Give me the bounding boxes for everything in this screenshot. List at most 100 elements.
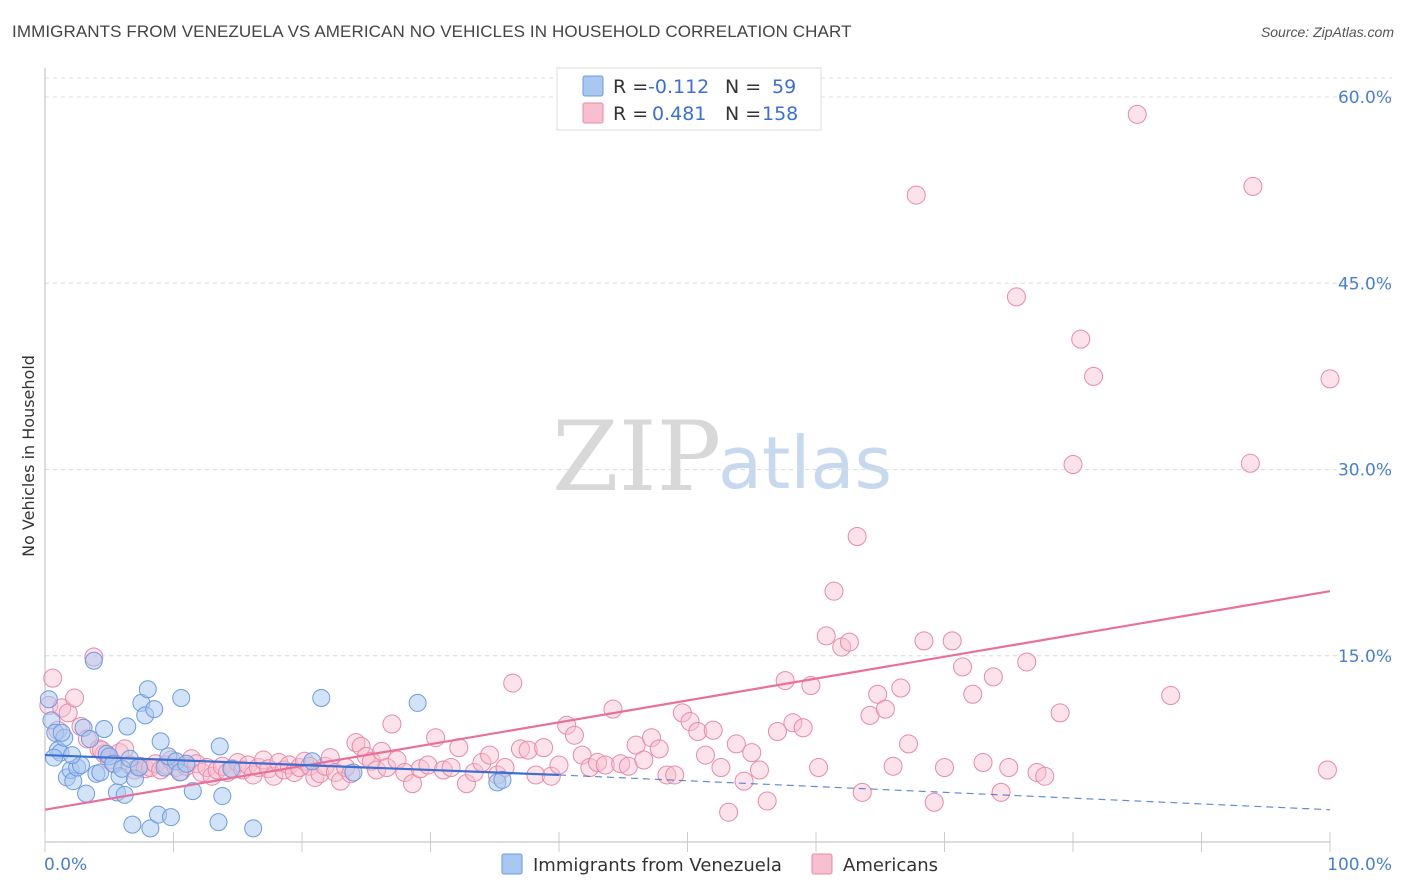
venezuela-point	[177, 754, 196, 773]
watermark-zip: ZIP	[552, 401, 721, 513]
americans-point	[534, 738, 554, 758]
americans-point	[346, 733, 366, 753]
americans-point	[935, 758, 954, 777]
americans-point	[1127, 104, 1147, 124]
source-label: Source: ZipAtlas.com	[1260, 24, 1394, 40]
venezuela-point	[213, 787, 232, 806]
bottom-legend-label-americans: Americans	[843, 855, 938, 876]
venezuela-point	[52, 723, 71, 742]
americans-point	[824, 581, 844, 601]
americans-point	[1050, 703, 1070, 723]
venezuela-point	[145, 700, 164, 719]
legend-n-value-americans: 158	[762, 103, 798, 125]
americans-point	[767, 721, 787, 741]
americans-point	[983, 667, 1003, 687]
americans-point	[510, 739, 530, 759]
legend-swatch-americans	[582, 102, 604, 124]
venezuela-point	[118, 717, 137, 736]
americans-point	[883, 756, 903, 776]
americans-point	[588, 753, 608, 773]
y-axis-title: No Vehicles in Household	[19, 355, 38, 557]
americans-point	[541, 766, 561, 786]
legend-r-value-americans: 0.481	[652, 103, 706, 125]
americans-point	[65, 688, 85, 708]
y-tick-label: 45.0%	[1338, 274, 1392, 294]
venezuela-point	[138, 680, 157, 699]
americans-point	[809, 758, 829, 777]
americans-point	[1161, 685, 1181, 705]
venezuela-point	[312, 688, 331, 707]
venezuela-point	[91, 763, 110, 782]
y-tick-label: 30.0%	[1338, 461, 1392, 481]
americans-point	[403, 774, 423, 794]
venezuela-points	[39, 651, 512, 838]
americans-point	[603, 699, 623, 719]
americans-point	[518, 740, 538, 760]
americans-point	[963, 684, 983, 704]
venezuela-point	[303, 752, 322, 771]
americans-point	[1035, 766, 1055, 786]
americans-point	[749, 760, 769, 780]
watermark-atlas: atlas	[718, 421, 892, 505]
venezuela-point	[123, 815, 142, 834]
americans-point	[688, 721, 708, 741]
americans-point	[726, 734, 746, 754]
venezuela-point	[210, 737, 229, 756]
americans-point	[906, 185, 926, 205]
legend-swatch-venezuela	[582, 75, 604, 97]
americans-point	[611, 754, 631, 774]
y-tick-label: 60.0%	[1338, 88, 1392, 108]
americans-point	[899, 734, 919, 754]
bottom-legend-swatch-venezuela	[501, 853, 523, 875]
americans-point	[852, 782, 872, 802]
americans-point	[868, 684, 888, 704]
americans-point	[847, 527, 867, 547]
americans-point	[952, 657, 972, 677]
venezuela-point	[209, 813, 228, 832]
americans-point	[891, 678, 911, 698]
legend-n-label-venezuela: N =	[725, 76, 761, 98]
americans-point	[43, 668, 63, 688]
americans-point	[382, 714, 402, 734]
americans-point	[991, 782, 1011, 802]
venezuela-point	[161, 808, 180, 827]
venezuela-trend-extension	[558, 774, 1331, 811]
americans-point	[816, 626, 836, 646]
x-tick-labels: 0.0% 100.0%	[44, 855, 1392, 875]
americans-point	[1063, 455, 1083, 475]
americans-point	[1240, 453, 1260, 473]
americans-point	[1320, 369, 1340, 389]
americans-point	[595, 755, 615, 775]
americans-point	[634, 750, 654, 770]
venezuela-point	[44, 748, 63, 767]
americans-point	[973, 753, 993, 773]
americans-point	[783, 713, 803, 733]
y-tick-label: 15.0%	[1338, 647, 1392, 667]
venezuela-point	[95, 720, 114, 739]
americans-point	[1017, 652, 1037, 672]
americans-point	[839, 632, 859, 652]
americans-point	[695, 745, 715, 765]
venezuela-point	[39, 690, 58, 709]
americans-point	[503, 673, 523, 693]
americans-point	[775, 671, 795, 691]
americans-point	[52, 698, 72, 718]
trend-lines	[44, 590, 1331, 811]
chart-title: IMMIGRANTS FROM VENEZUELA VS AMERICAN NO…	[12, 22, 852, 41]
americans-point	[564, 725, 584, 745]
venezuela-point	[80, 729, 99, 748]
venezuela-point	[129, 758, 148, 777]
americans-point	[480, 745, 500, 765]
gridlines	[45, 77, 1392, 657]
americans-point	[711, 758, 731, 777]
americans-point	[680, 712, 700, 732]
americans-point	[642, 728, 662, 748]
y-tick-labels: 15.0% 30.0% 45.0% 60.0%	[1338, 88, 1392, 667]
venezuela-point	[493, 770, 512, 789]
americans-trend-line	[44, 590, 1331, 811]
legend-r-value-venezuela: -0.112	[648, 76, 709, 98]
legend-n-value-venezuela: 59	[772, 76, 796, 98]
bottom-legend-label-venezuela: Immigrants from Venezuela	[533, 855, 782, 876]
americans-point	[1317, 760, 1337, 780]
